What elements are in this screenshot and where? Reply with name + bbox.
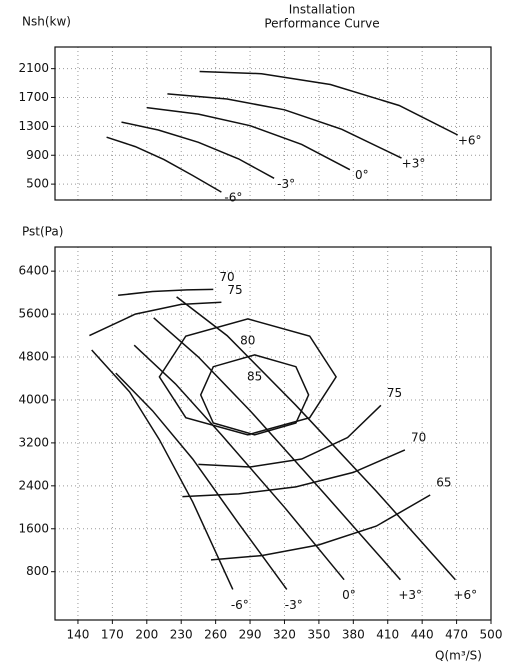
curve-label: +6° <box>453 588 477 602</box>
x-tick-label: 230 <box>170 628 193 642</box>
plot-frame <box>54 46 492 201</box>
x-tick-label: 140 <box>66 628 89 642</box>
y-tick-label: 1300 <box>18 119 49 133</box>
plot-frame <box>54 246 492 621</box>
curve <box>158 318 337 436</box>
curve-label: +3° <box>398 588 422 602</box>
curve <box>199 354 310 436</box>
curve-label: -3° <box>277 177 295 191</box>
contour-label: 80 <box>240 333 255 347</box>
curve <box>106 136 222 193</box>
x-tick-label: 500 <box>480 628 503 642</box>
x-tick-label: 380 <box>342 628 365 642</box>
y-tick-label: 4800 <box>18 350 49 364</box>
curve <box>115 372 288 590</box>
x-tick-label: 410 <box>376 628 399 642</box>
curve-label: -3° <box>285 598 303 612</box>
y-tick-label: 3200 <box>18 435 49 449</box>
curve-label: 0° <box>342 588 356 602</box>
contour-label: 65 <box>436 475 451 489</box>
x-tick-label: 170 <box>101 628 124 642</box>
chart-subtitle: Performance Curve <box>264 17 379 31</box>
x-tick-label: 290 <box>239 628 262 642</box>
curve <box>210 494 431 561</box>
curve <box>176 296 456 581</box>
x-tick-label: 350 <box>307 628 330 642</box>
chart-title: Installation <box>289 3 355 17</box>
contour-label: 70 <box>219 270 234 284</box>
y-axis-label: Nsh(kw) <box>22 15 71 29</box>
curve <box>153 317 401 581</box>
curve <box>133 344 345 581</box>
curve-label: +3° <box>402 157 426 171</box>
y-tick-label: 5600 <box>18 307 49 321</box>
y-tick-label: 4000 <box>18 392 49 406</box>
curve-label: -6° <box>224 191 242 205</box>
x-tick-label: 260 <box>204 628 227 642</box>
curve <box>146 106 351 171</box>
contour-label: 85 <box>247 369 262 383</box>
x-tick-label: 440 <box>411 628 434 642</box>
curve <box>167 93 402 159</box>
y-tick-label: 6400 <box>18 264 49 278</box>
contour-label: 75 <box>227 283 242 297</box>
curve <box>199 70 459 136</box>
contour-label: 70 <box>411 430 426 444</box>
x-tick-label: 470 <box>445 628 468 642</box>
y-tick-label: 800 <box>26 564 49 578</box>
contour-label: 75 <box>387 386 402 400</box>
curve <box>91 349 234 590</box>
curve-label: -6° <box>231 598 249 612</box>
curve <box>89 301 382 468</box>
y-tick-label: 2100 <box>18 61 49 75</box>
y-tick-label: 2400 <box>18 478 49 492</box>
x-tick-label: 200 <box>135 628 158 642</box>
y-axis-label: Pst(Pa) <box>22 225 63 239</box>
y-tick-label: 900 <box>26 148 49 162</box>
curve-label: 0° <box>355 168 369 182</box>
y-tick-label: 1600 <box>18 521 49 535</box>
curve <box>118 288 406 498</box>
curve <box>121 121 275 179</box>
x-axis-label: Q(m³/S) <box>435 649 482 663</box>
curve-label: +6° <box>458 134 482 148</box>
y-tick-label: 1700 <box>18 90 49 104</box>
y-tick-label: 500 <box>26 177 49 191</box>
x-tick-label: 320 <box>273 628 296 642</box>
